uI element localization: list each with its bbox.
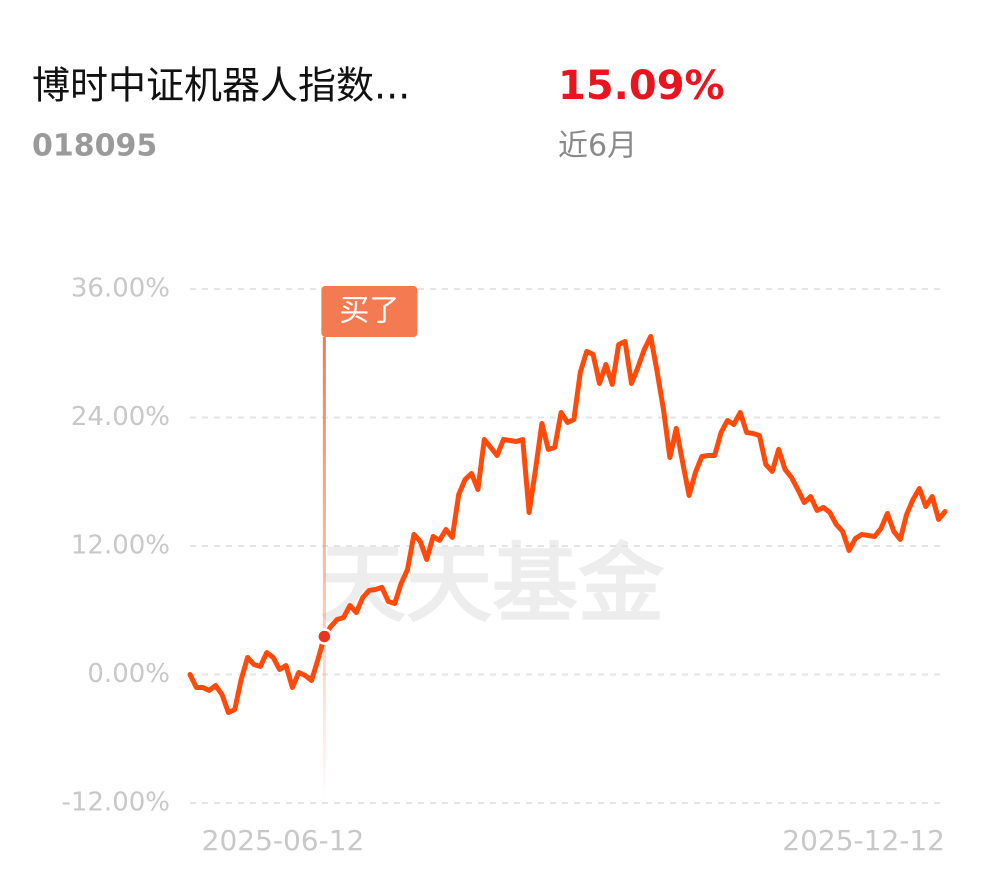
y-tick-label: 36.00% [71,274,170,304]
x-tick-label: 2025-12-12 [782,824,945,857]
buy-line [322,337,326,803]
y-tick-label: 0.00% [87,659,170,689]
x-tick-label: 2025-06-12 [202,824,365,857]
y-tick-label: -12.00% [61,788,170,818]
y-tick-label: 12.00% [71,531,170,561]
watermark: 天天基金 [320,534,665,634]
fund-title: 博时中证机器人指数... [32,64,410,108]
y-tick-label: 24.00% [71,402,170,432]
buy-tag-label: 买了 [339,294,399,329]
price-line [187,333,948,716]
period: 近6月 [558,129,637,164]
buy-point [316,628,333,645]
fund-code: 018095 [32,129,157,164]
buy-tag [321,286,418,337]
fund-return: 15.09% [558,63,725,109]
